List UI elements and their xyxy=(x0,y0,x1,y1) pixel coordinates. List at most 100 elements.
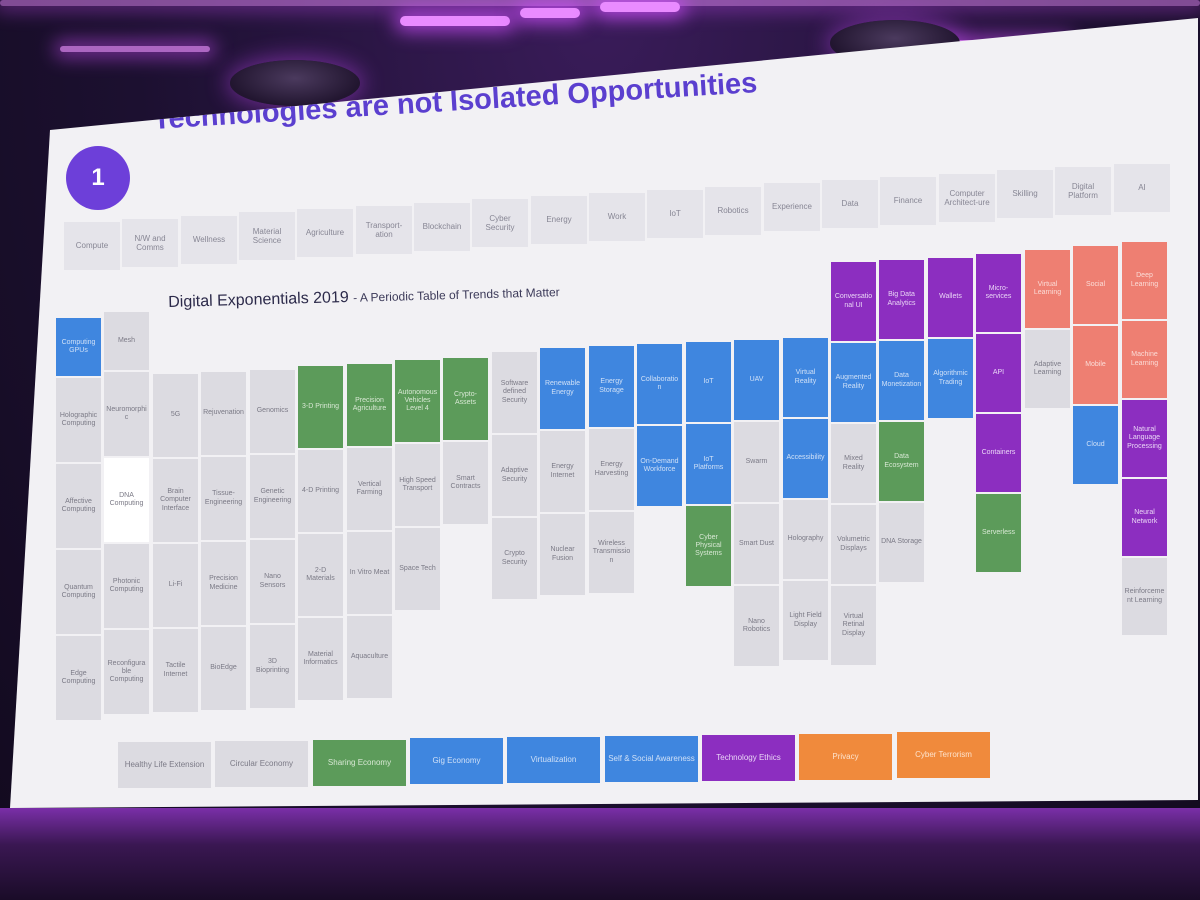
trend-tile: BioEdge xyxy=(201,627,246,710)
trend-tile: Mobile xyxy=(1073,326,1118,404)
category-header: IoT xyxy=(647,190,703,238)
trend-tile: IoT Platforms xyxy=(686,424,731,504)
trend-tile: Nano Robotics xyxy=(734,586,779,666)
trend-tile: Light Field Display xyxy=(783,581,828,660)
trend-tile: Crypto Security xyxy=(492,518,537,599)
category-header: Data xyxy=(822,180,878,228)
trend-tile: Virtual Learning xyxy=(1025,250,1070,328)
trend-tile: Natural Language Processing xyxy=(1122,400,1167,477)
trend-tile: Tissue-Engineering xyxy=(201,457,246,540)
legend-item: Cyber Terrorism xyxy=(897,732,990,778)
stage-floor xyxy=(0,808,1200,900)
trend-tile: Machine Learning xyxy=(1122,321,1167,398)
trend-tile: Precision Medicine xyxy=(201,542,246,625)
category-header: Blockchain xyxy=(414,203,470,251)
trend-tile: Accessibility xyxy=(783,419,828,498)
ceiling-light xyxy=(60,46,210,52)
category-header: Skilling xyxy=(997,170,1053,218)
trend-tile: Nuclear Fusion xyxy=(540,514,585,595)
category-header: Agriculture xyxy=(297,209,353,257)
trend-tile: Conversational UI xyxy=(831,262,876,341)
trend-tile: API xyxy=(976,334,1021,412)
legend-item: Sharing Economy xyxy=(313,740,406,786)
trend-tile: 5G xyxy=(153,374,198,457)
trend-tile: Mesh xyxy=(104,312,149,370)
trend-tile: Data Ecosystem xyxy=(879,422,924,501)
trend-tile: Li-Fi xyxy=(153,544,198,627)
ceiling-light xyxy=(400,16,510,26)
category-header: Transport-ation xyxy=(356,206,412,254)
trend-tile: Smart Contracts xyxy=(443,442,488,524)
legend-item: Healthy Life Extension xyxy=(118,742,211,788)
legend-item: Circular Economy xyxy=(215,741,308,787)
legend-item: Technology Ethics xyxy=(702,735,795,781)
table-title-main: Digital Exponentials 2019 xyxy=(168,288,349,311)
trend-tile: Reconfigurable Computing xyxy=(104,630,149,714)
category-header: Energy xyxy=(531,196,587,244)
trend-tile: Serverless xyxy=(976,494,1021,572)
category-header: Computer Architect-ure xyxy=(939,174,995,222)
category-header: Wellness xyxy=(181,216,237,264)
trend-tile: Autonomous Vehicles Level 4 xyxy=(395,360,440,442)
trend-tile: Photonic Computing xyxy=(104,544,149,628)
trend-tile: Deep Learning xyxy=(1122,242,1167,319)
trend-tile: UAV xyxy=(734,340,779,420)
trend-tile: Smart Dust xyxy=(734,504,779,584)
trend-tile: 4-D Printing xyxy=(298,450,343,532)
category-header: Material Science xyxy=(239,212,295,260)
trend-tile: Volumetric Displays xyxy=(831,505,876,584)
trend-tile: Wireless Transmission xyxy=(589,512,634,593)
trend-tile: Mixed Reality xyxy=(831,424,876,503)
trend-tile: Holographic Computing xyxy=(56,378,101,462)
trend-tile: Material Informatics xyxy=(298,618,343,700)
trend-tile: Affective Computing xyxy=(56,464,101,548)
trend-tile: Containers xyxy=(976,414,1021,492)
trend-tile: DNA Storage xyxy=(879,503,924,582)
ceiling-speaker xyxy=(230,60,360,106)
trend-tile: Precision Agriculture xyxy=(347,364,392,446)
trend-tile: Software defined Security xyxy=(492,352,537,433)
trend-tile: Social xyxy=(1073,246,1118,324)
trend-tile: Wallets xyxy=(928,258,973,337)
trend-tile: Virtual Reality xyxy=(783,338,828,417)
trend-tile: Vertical Farming xyxy=(347,448,392,530)
legend-item: Virtualization xyxy=(507,737,600,783)
trend-tile: Quantum Computing xyxy=(56,550,101,634)
category-header: Finance xyxy=(880,177,936,225)
trend-tile: Adaptive Security xyxy=(492,435,537,516)
trend-tile: Neural Network xyxy=(1122,479,1167,556)
trend-tile: Cyber Physical Systems xyxy=(686,506,731,586)
category-header: Cyber Security xyxy=(472,199,528,247)
category-header: Work xyxy=(589,193,645,241)
trend-tile: Energy Harvesting xyxy=(589,429,634,510)
trend-tile: IoT xyxy=(686,342,731,422)
trend-tile: Data Monetization xyxy=(879,341,924,420)
trend-tile: Energy Storage xyxy=(589,346,634,427)
trend-tile: 3-D Printing xyxy=(298,366,343,448)
trend-tile: In Vitro Meat xyxy=(347,532,392,614)
trend-tile: Adaptive Learning xyxy=(1025,330,1070,408)
trend-tile: Genetic Engineering xyxy=(250,455,295,538)
category-header: N/W and Comms xyxy=(122,219,178,267)
trend-tile: 2-D Materials xyxy=(298,534,343,616)
trend-tile: Neuromorphic xyxy=(104,372,149,456)
table-title-sub: - A Periodic Table of Trends that Matter xyxy=(352,285,560,305)
category-header: Robotics xyxy=(705,187,761,235)
trend-tile: Swarm xyxy=(734,422,779,502)
trend-tile: Cloud xyxy=(1073,406,1118,484)
trend-tile: Edge Computing xyxy=(56,636,101,720)
ceiling-light xyxy=(520,8,580,18)
trend-tile: Genomics xyxy=(250,370,295,453)
trend-tile: Big Data Analytics xyxy=(879,260,924,339)
category-header: AI xyxy=(1114,164,1170,212)
trend-tile: Augmented Reality xyxy=(831,343,876,422)
trend-tile: Reinforcement Learning xyxy=(1122,558,1167,635)
trend-tile: Micro-services xyxy=(976,254,1021,332)
category-header: Experience xyxy=(764,183,820,231)
trend-tile: Renewable Energy xyxy=(540,348,585,429)
trend-tile: Brain Computer Interface xyxy=(153,459,198,542)
slide-number-badge: 1 xyxy=(66,146,130,210)
